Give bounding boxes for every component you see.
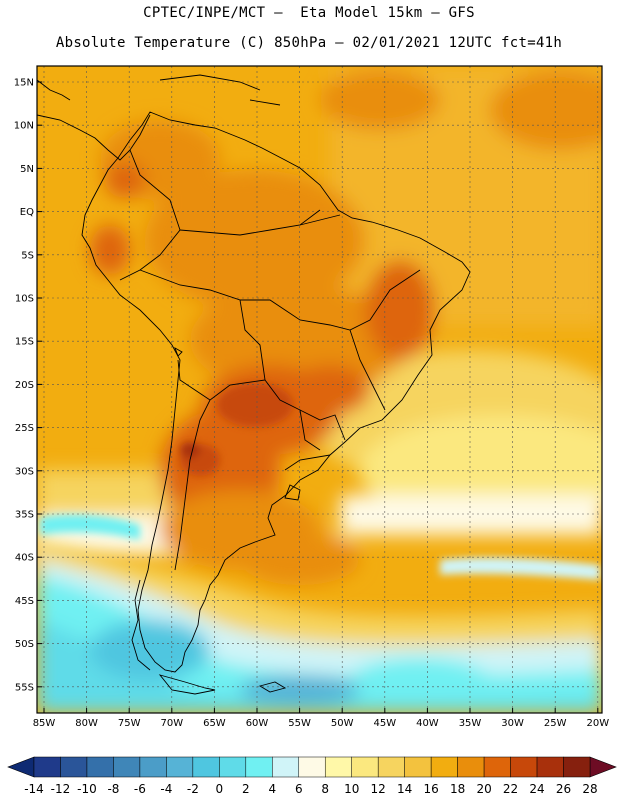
colorbar-label: -2 xyxy=(187,782,199,796)
colorbar-label: 2 xyxy=(242,782,250,796)
lat-label: 50S xyxy=(15,639,34,650)
lat-label: 30S xyxy=(15,466,34,477)
colorbar-swatch xyxy=(483,756,511,778)
map-frame xyxy=(36,65,603,714)
colorbar-label: 22 xyxy=(503,782,518,796)
colorbar-over-arrow xyxy=(589,756,617,778)
colorbar-label: -10 xyxy=(77,782,97,796)
colorbar-swatch xyxy=(430,756,458,778)
lat-label: 10N xyxy=(14,121,34,132)
colorbar-swatch xyxy=(166,756,194,778)
graticule xyxy=(37,66,602,713)
lat-label: 25S xyxy=(15,423,34,434)
colorbar-swatch xyxy=(272,756,300,778)
colorbar-label: 24 xyxy=(529,782,544,796)
coastlines xyxy=(37,74,471,695)
colorbar-label: 12 xyxy=(371,782,386,796)
colorbar-label: -6 xyxy=(134,782,146,796)
map-subtitle: Absolute Temperature (C) 850hPa – 02/01/… xyxy=(55,35,563,51)
lon-label: 30W xyxy=(501,718,524,729)
lon-label: 60W xyxy=(246,718,269,729)
lon-label: 20W xyxy=(586,718,609,729)
colorbar-swatch xyxy=(404,756,432,778)
lon-label: 65W xyxy=(203,718,226,729)
longitude-labels: 85W 80W 75W 70W 65W 60W 55W 50W 45W 40W 35W 30W 25W 2… xyxy=(33,708,609,729)
colorbar-swatch xyxy=(60,756,88,778)
lon-label: 25W xyxy=(544,718,567,729)
colorbar-label: -12 xyxy=(51,782,71,796)
colorbar-label: 10 xyxy=(344,782,359,796)
colorbar-swatch xyxy=(86,756,114,778)
lat-label: 55S xyxy=(15,682,34,693)
colorbar-under-arrow xyxy=(7,756,35,778)
colorbar-swatch xyxy=(563,756,591,778)
colorbar-label: 6 xyxy=(295,782,303,796)
lat-label: 15N xyxy=(14,78,34,89)
colorbar-swatch xyxy=(457,756,485,778)
colorbar-label: 0 xyxy=(216,782,224,796)
colorbar-label: 4 xyxy=(268,782,276,796)
colorbar-swatch xyxy=(245,756,273,778)
colorbar-swatch xyxy=(192,756,220,778)
colorbar-label: -14 xyxy=(24,782,44,796)
colorbar-swatch xyxy=(536,756,564,778)
lon-label: 40W xyxy=(416,718,439,729)
lon-label: 50W xyxy=(331,718,354,729)
colorbar-swatch xyxy=(113,756,141,778)
colorbar-label: 20 xyxy=(476,782,491,796)
lat-label: 20S xyxy=(15,380,34,391)
temperature-field xyxy=(37,66,602,713)
colorbar-label: 18 xyxy=(450,782,465,796)
lon-label: 85W xyxy=(33,718,56,729)
colorbar-swatch xyxy=(377,756,405,778)
lat-label: 35S xyxy=(15,510,34,521)
lon-label: 80W xyxy=(75,718,98,729)
colorbar-swatch xyxy=(219,756,247,778)
colorbar-swatch xyxy=(324,756,352,778)
colorbar-label: 16 xyxy=(424,782,439,796)
colorbar-label: 14 xyxy=(397,782,412,796)
colorbar-swatch xyxy=(33,756,61,778)
lon-label: 75W xyxy=(118,718,141,729)
lat-label: 45S xyxy=(15,596,34,607)
map-title: CPTEC/INPE/MCT – Eta Model 15km – GFS xyxy=(143,5,475,21)
colorbar-swatch xyxy=(510,756,538,778)
colorbar-label: 26 xyxy=(556,782,571,796)
colorbar-swatch xyxy=(298,756,326,778)
colorbar-label: -8 xyxy=(107,782,119,796)
colorbar-label: 8 xyxy=(321,782,329,796)
colorbar-swatch xyxy=(139,756,167,778)
latitude-labels: 15N 10N 5N EQ 5S 10S 15S 20S 25S 30S 35S 40S 45S 50S 5… xyxy=(14,78,42,693)
lat-label: 40S xyxy=(15,553,34,564)
colorbar-label: 28 xyxy=(582,782,597,796)
lon-label: 55W xyxy=(288,718,311,729)
lat-label: 5S xyxy=(21,250,34,261)
lat-label: 5N xyxy=(20,164,34,175)
colorbar-label: -4 xyxy=(160,782,172,796)
lon-label: 35W xyxy=(459,718,482,729)
lat-label: 15S xyxy=(15,337,34,348)
lat-label: 10S xyxy=(15,294,34,305)
lon-label: 70W xyxy=(160,718,183,729)
lat-label: EQ xyxy=(20,207,34,218)
colorbar-swatch xyxy=(351,756,379,778)
lon-label: 45W xyxy=(373,718,396,729)
